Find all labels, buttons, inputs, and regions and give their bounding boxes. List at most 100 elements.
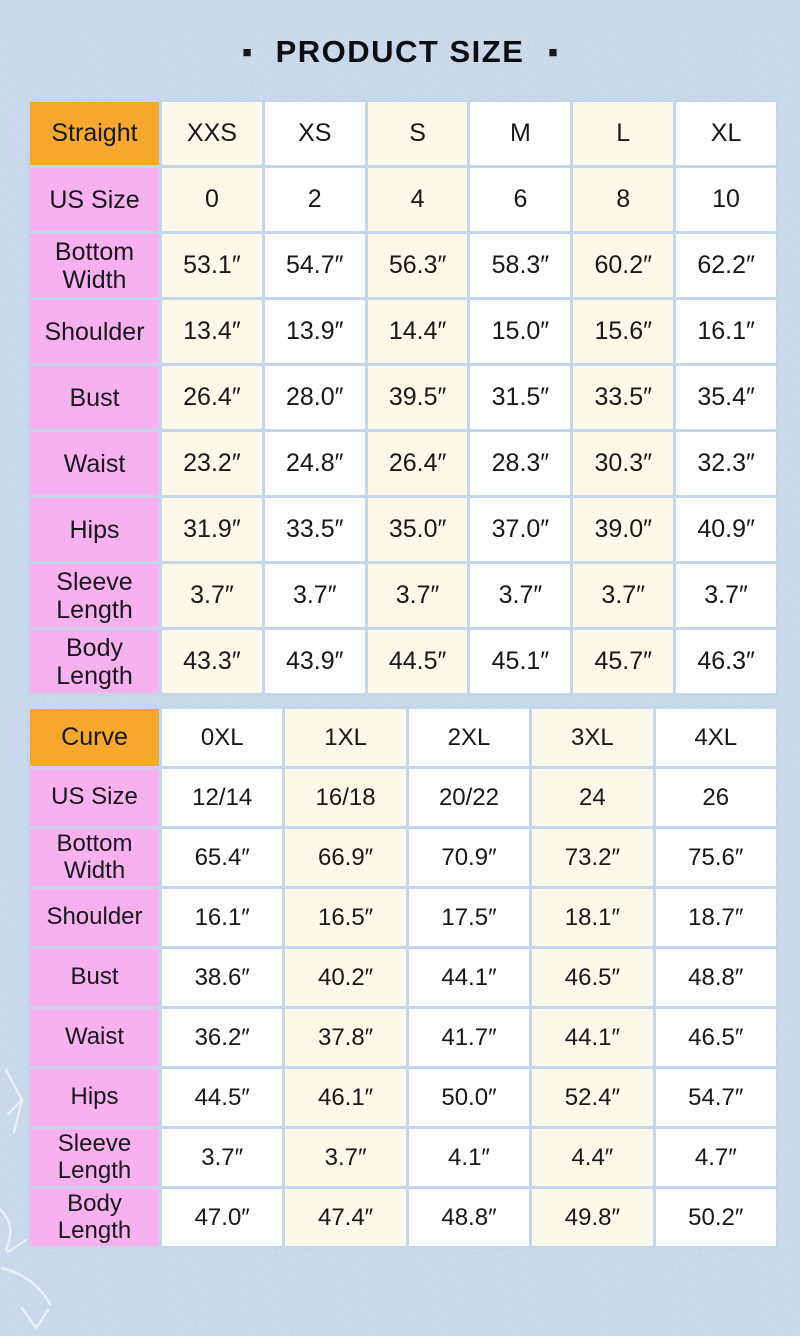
row-label-cell: Waist [27,429,162,498]
size-value-cell: 16.1″ [673,297,779,366]
size-value-cell: 50.0″ [405,1066,533,1129]
size-value-cell: 46.3″ [673,627,779,696]
size-value-cell: 3.7″ [570,561,677,630]
size-value-cell: 26 [652,766,780,829]
size-value-cell: 49.8″ [529,1186,656,1249]
size-value-cell: 44.1″ [529,1006,656,1069]
size-table-curve: Curve 0XL 1XL 2XL 3XL 4XL US Size 12/14 16/18 20/… [27,706,780,1249]
size-value-cell: 3.7″ [467,561,574,630]
size-value-cell: 16.5″ [282,886,409,949]
size-value-cell: 33.5″ [570,363,677,432]
table-row: Hips 44.5″ 46.1″ 50.0″ 52.4″ 54.7″ [27,1066,780,1129]
size-value-cell: 65.4″ [158,826,286,889]
size-value-cell: 26.4″ [364,429,471,498]
size-value-cell: 18.1″ [529,886,656,949]
size-value-cell: 50.2″ [652,1186,780,1249]
size-value-cell: 46.1″ [282,1066,409,1129]
row-label-cell: US Size [27,766,162,829]
size-value-cell: 53.1″ [159,231,265,300]
size-value-cell: 37.0″ [467,495,574,564]
size-value-cell: 44.5″ [364,627,471,696]
row-label-cell: Hips [27,495,162,564]
row-label-cell: Shoulder [27,297,162,366]
table-row: Waist 23.2″ 24.8″ 26.4″ 28.3″ 30.3″ 32.3″ [27,429,779,498]
size-value-cell: 31.9″ [159,495,265,564]
size-value-cell: 32.3″ [673,429,779,498]
row-label-cell: US Size [27,165,162,234]
column-header-cell: 2XL [405,706,533,769]
column-header-cell: XS [261,99,368,168]
size-value-cell: 66.9″ [282,826,409,889]
title-square-left-icon: ■ [242,43,252,61]
table-row: Body Length 43.3″ 43.9″ 44.5″ 45.1″ 45.7″ 46.3… [27,627,779,696]
size-value-cell: 13.4″ [159,297,265,366]
row-label-cell: Bust [27,363,162,432]
table-row: Body Length 47.0″ 47.4″ 48.8″ 49.8″ 50.2″ [27,1186,780,1249]
size-value-cell: 75.6″ [652,826,780,889]
size-value-cell: 39.5″ [364,363,471,432]
size-value-cell: 33.5″ [261,495,368,564]
column-header-cell: 1XL [282,706,409,769]
size-value-cell: 17.5″ [405,886,533,949]
size-value-cell: 18.7″ [652,886,780,949]
table-title-cell: Curve [27,706,162,769]
size-value-cell: 20/22 [405,766,533,829]
size-value-cell: 52.4″ [529,1066,656,1129]
size-value-cell: 15.6″ [570,297,677,366]
table-row: Bottom Width 53.1″ 54.7″ 56.3″ 58.3″ 60.2″ 62.… [27,231,779,300]
row-label-cell: Bust [27,946,162,1009]
table-row: Waist 36.2″ 37.8″ 41.7″ 44.1″ 46.5″ [27,1006,780,1069]
table-title-cell: Straight [27,99,162,168]
size-value-cell: 3.7″ [261,561,368,630]
table-row: Sleeve Length 3.7″ 3.7″ 3.7″ 3.7″ 3.7″ 3.7″ [27,561,779,630]
size-value-cell: 16.1″ [158,886,286,949]
size-value-cell: 70.9″ [405,826,533,889]
size-value-cell: 4.4″ [529,1126,656,1189]
row-label-cell: Hips [27,1066,162,1129]
size-value-cell: 54.7″ [261,231,368,300]
row-label-cell: Body Length [27,627,162,696]
size-value-cell: 3.7″ [159,561,265,630]
row-label-cell: Sleeve Length [27,1126,162,1189]
column-header-cell: 4XL [652,706,780,769]
size-value-cell: 43.3″ [159,627,265,696]
size-value-cell: 3.7″ [364,561,471,630]
row-label-cell: Bottom Width [27,826,162,889]
header-row: Curve 0XL 1XL 2XL 3XL 4XL [27,706,780,769]
column-header-cell: 3XL [529,706,656,769]
title-square-right-icon: ■ [548,43,558,61]
column-header-cell: XXS [159,99,265,168]
table-row: Bust 38.6″ 40.2″ 44.1″ 46.5″ 48.8″ [27,946,780,1009]
size-value-cell: 0 [159,165,265,234]
size-value-cell: 73.2″ [529,826,656,889]
size-value-cell: 24.8″ [261,429,368,498]
page-title-text: PRODUCT SIZE [275,34,525,69]
row-label-cell: Waist [27,1006,162,1069]
size-value-cell: 4.1″ [405,1126,533,1189]
size-value-cell: 8 [570,165,677,234]
column-header-cell: L [570,99,677,168]
page-title: ■ PRODUCT SIZE ■ [0,32,800,72]
size-value-cell: 16/18 [282,766,409,829]
table-row: US Size 12/14 16/18 20/22 24 26 [27,766,780,829]
table-row: Sleeve Length 3.7″ 3.7″ 4.1″ 4.4″ 4.7″ [27,1126,780,1189]
column-header-cell: XL [673,99,779,168]
table-row: US Size 0 2 4 6 8 10 [27,165,779,234]
size-value-cell: 44.1″ [405,946,533,1009]
table-row: Hips 31.9″ 33.5″ 35.0″ 37.0″ 39.0″ 40.9″ [27,495,779,564]
size-value-cell: 24 [529,766,656,829]
size-value-cell: 48.8″ [405,1186,533,1249]
size-value-cell: 45.1″ [467,627,574,696]
size-value-cell: 40.2″ [282,946,409,1009]
size-value-cell: 45.7″ [570,627,677,696]
column-header-cell: 0XL [158,706,286,769]
size-value-cell: 39.0″ [570,495,677,564]
size-value-cell: 54.7″ [652,1066,780,1129]
column-header-cell: M [467,99,574,168]
row-label-cell: Body Length [27,1186,162,1249]
size-value-cell: 44.5″ [158,1066,286,1129]
size-value-cell: 15.0″ [467,297,574,366]
size-value-cell: 28.0″ [261,363,368,432]
size-value-cell: 47.0″ [158,1186,286,1249]
table-row: Bottom Width 65.4″ 66.9″ 70.9″ 73.2″ 75.6″ [27,826,780,889]
